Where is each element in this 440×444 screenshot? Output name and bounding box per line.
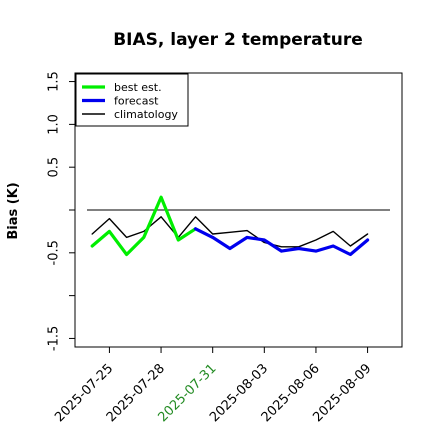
chart-title: BIAS, layer 2 temperature [113, 30, 363, 50]
legend-label: forecast [114, 95, 159, 108]
series-line-climatology [91, 216, 369, 248]
legend-label: best est. [114, 81, 162, 94]
y-axis-label: Bias (K) [6, 182, 21, 239]
series-line-best-est [90, 195, 198, 257]
y-tick-label: 1.0 [47, 114, 62, 135]
y-tick-label: 0.5 [47, 157, 62, 178]
y-tick-label: -0.5 [47, 240, 62, 265]
legend-label: climatology [114, 108, 178, 121]
series-line-forecast [193, 227, 370, 257]
y-tick-label: 1.5 [47, 71, 62, 92]
y-tick-label: -1.5 [47, 326, 62, 351]
